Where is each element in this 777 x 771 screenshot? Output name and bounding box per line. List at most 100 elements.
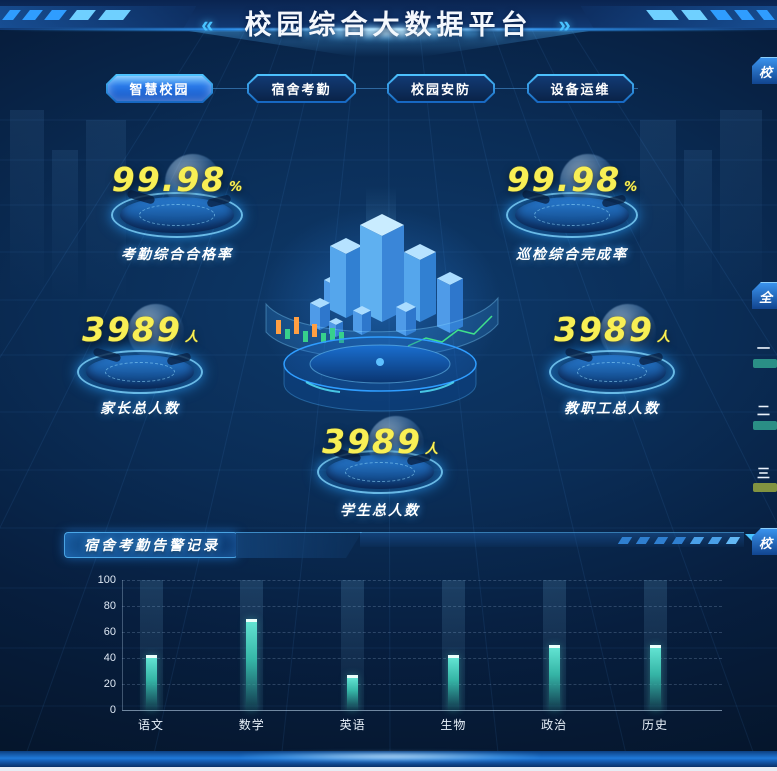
- gridline: [122, 632, 722, 633]
- ring-outer: [506, 192, 638, 238]
- ring-inner: [577, 362, 647, 382]
- skyline-block: [720, 110, 762, 300]
- ring-inner: [105, 362, 175, 382]
- ring-outer: [549, 350, 675, 394]
- category-label: 历史: [641, 718, 668, 732]
- stat-inspection-completion-rate: 99.98% 巡检综合完成率: [482, 154, 662, 272]
- category-label: 英语: [339, 718, 366, 732]
- gridline: [122, 580, 722, 581]
- title-chevron-left-icon: «: [201, 12, 219, 37]
- rank-item-label: 三: [757, 466, 771, 481]
- ring-outer: [317, 450, 443, 494]
- title-chevron-right-icon: »: [558, 12, 576, 37]
- y-tick-label: 20: [103, 678, 116, 690]
- rank-item-label: 二: [757, 403, 771, 418]
- ribbon-candlesticks: [276, 317, 344, 343]
- rank-item-bar: [753, 359, 777, 368]
- bottom-flare: [240, 752, 540, 761]
- page-title-text: 校园综合大数据平台: [244, 10, 533, 40]
- stat-label: 学生总人数: [340, 502, 420, 518]
- platform-ring: [317, 447, 443, 494]
- header-flare: [288, 23, 488, 41]
- tab-campus-security-label: 校园安防: [389, 76, 493, 101]
- ring-outer: [77, 350, 203, 394]
- tab-dorm-attendance-label: 宿舍考勤: [249, 76, 354, 101]
- platform-ring: [77, 347, 203, 394]
- platform-ring: [111, 189, 243, 238]
- category-label: 政治: [541, 718, 568, 732]
- right-panel-tab-bottom: 校: [752, 528, 777, 555]
- gridline: [122, 684, 722, 685]
- y-tick-label: 40: [103, 652, 116, 664]
- bar-chart: 0 20 40 60 80 100 语文 数学 英语 生物 政治 历史: [90, 574, 760, 735]
- stat-value: 99.98: [506, 160, 622, 199]
- tab-connector-line: [108, 88, 638, 89]
- stat-parents-total: 3989 人 家长总人数: [50, 304, 230, 422]
- category-label: 生物: [440, 718, 467, 732]
- skyline-block: [10, 110, 44, 300]
- panel-header-dorm-alarm: 宿舍考勤告警记录: [64, 532, 756, 558]
- right-panel-tab-middle: 全: [752, 282, 777, 309]
- skyline-block: [52, 150, 78, 300]
- tab-device-ops[interactable]: 设备运维: [527, 74, 634, 103]
- stat-value: 3989: [554, 310, 654, 349]
- stat-label: 家长总人数: [100, 400, 180, 416]
- tab-campus-security[interactable]: 校园安防: [387, 74, 495, 103]
- panel-title: 宿舍考勤告警记录: [84, 537, 220, 553]
- bar-backdrop: [341, 580, 365, 710]
- platform-ring: [549, 347, 675, 394]
- panel-header-line: [360, 532, 744, 547]
- bar: [246, 619, 258, 710]
- y-tick-label: 80: [103, 600, 116, 612]
- bar: [145, 655, 157, 710]
- stat-unit: 人: [656, 330, 670, 345]
- platform-ring: [506, 189, 638, 238]
- stat-label: 考勤综合合格率: [121, 246, 233, 262]
- gridline: [122, 606, 722, 607]
- stat-unit: %: [229, 180, 243, 195]
- rank-item-label: 一: [757, 341, 771, 356]
- skyline-block: [684, 150, 712, 300]
- bar: [649, 645, 661, 710]
- center-3d-visual: [258, 186, 502, 412]
- stat-label: 巡检综合完成率: [516, 246, 628, 262]
- bar: [548, 645, 560, 710]
- stat-value: 3989: [82, 310, 182, 349]
- stat-unit: 人: [184, 330, 198, 345]
- tab-device-ops-label: 设备运维: [529, 76, 632, 101]
- bar-backdrop: [441, 580, 465, 710]
- category-label: 语文: [137, 718, 164, 732]
- stat-value: 3989: [322, 422, 422, 461]
- ring-inner: [139, 204, 215, 226]
- stat-attendance-pass-rate: 99.98% 考勤综合合格率: [87, 154, 267, 272]
- bottom-light-strip: [0, 767, 777, 771]
- y-tick-label: 60: [103, 626, 116, 638]
- panel-header-extension: [236, 532, 362, 558]
- stat-staff-total: 3989 人 教职工总人数: [522, 304, 702, 422]
- bar: [347, 674, 359, 710]
- right-panel-tab-middle-label: 全: [759, 290, 773, 305]
- y-tick-label: 0: [109, 704, 116, 716]
- rank-item-bar: [753, 421, 777, 430]
- stat-unit: 人: [424, 442, 438, 457]
- right-panel-tab-top: 校: [752, 57, 777, 84]
- panel-title-box: [64, 532, 238, 558]
- panel-tip-icon: [745, 534, 756, 545]
- stat-unit: %: [624, 180, 638, 195]
- tab-smart-campus[interactable]: 智慧校园: [106, 74, 213, 103]
- right-panel-tab-bottom-label: 校: [759, 536, 773, 551]
- bar-backdrop: [139, 580, 163, 710]
- ring-outer: [111, 192, 243, 238]
- ring-inner: [534, 204, 610, 226]
- stat-label: 教职工总人数: [564, 400, 660, 416]
- bar: [447, 655, 459, 710]
- ribbon-trend-line: [407, 315, 493, 347]
- tab-dorm-attendance[interactable]: 宿舍考勤: [247, 74, 356, 103]
- stat-students-total: 3989 人 学生总人数: [290, 416, 470, 534]
- x-axis-line: [122, 710, 722, 711]
- tab-smart-campus-label: 智慧校园: [108, 76, 211, 101]
- y-axis-line: [122, 580, 123, 710]
- rank-item-bar: [753, 483, 777, 492]
- y-tick-label: 100: [97, 574, 116, 586]
